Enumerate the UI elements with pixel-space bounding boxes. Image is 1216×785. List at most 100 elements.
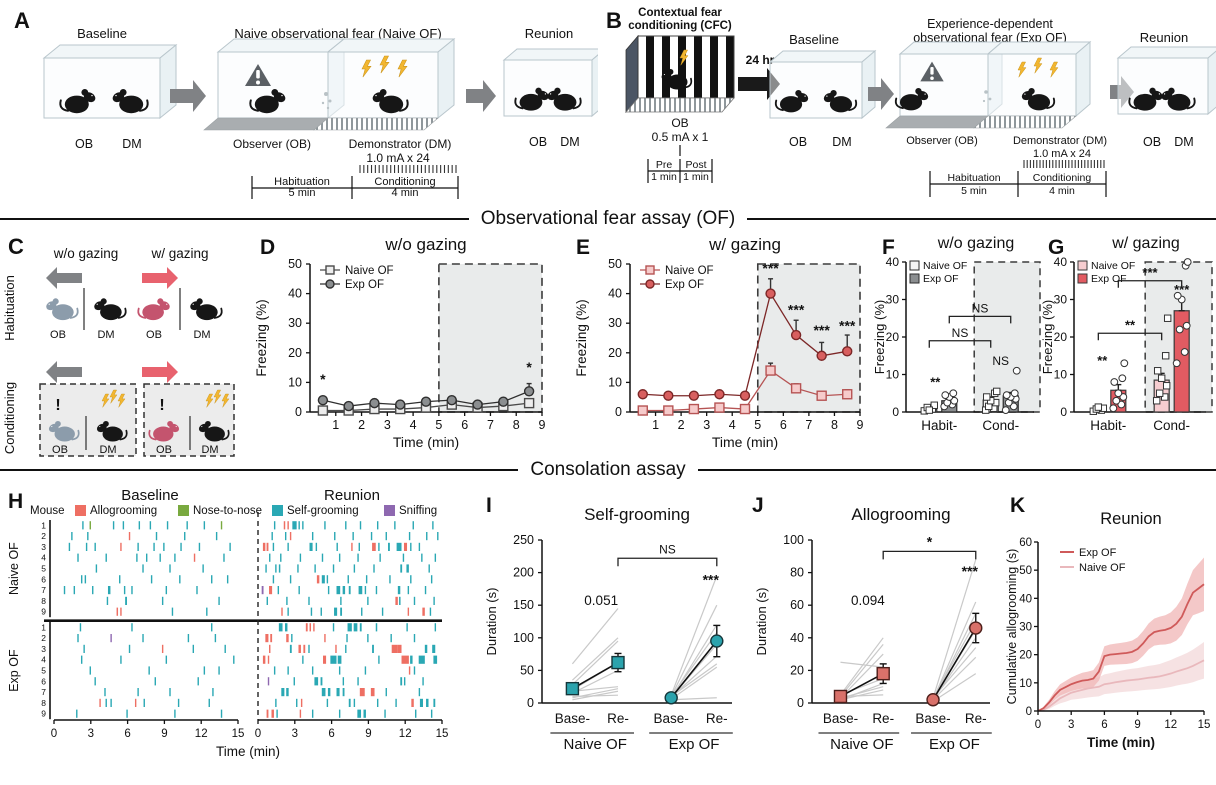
- stage-title: Reunion: [525, 26, 573, 41]
- consolation-header-rule-right: [697, 469, 1216, 471]
- sig-annotation: NS: [972, 301, 989, 315]
- sig-annotation: *: [927, 533, 933, 549]
- stage-title: Baseline: [77, 26, 127, 41]
- mouse-number: 8: [41, 698, 46, 708]
- x-tick: 4: [410, 418, 417, 432]
- timeline-value: 1 min: [683, 171, 709, 183]
- sig-annotation: ***: [813, 322, 830, 338]
- observer-label: Observer (OB): [233, 137, 311, 151]
- x-tick: 12: [1164, 719, 1177, 731]
- sig-annotation: *: [320, 371, 326, 387]
- group-label: Naive OF: [564, 736, 627, 753]
- timeline-header: Habituation: [274, 176, 330, 188]
- chart-title: Self-grooming: [584, 505, 690, 524]
- legend-label: Exp OF: [1079, 547, 1117, 559]
- cfc-title: conditioning (CFC): [628, 20, 732, 32]
- x-tick: 2: [678, 418, 685, 432]
- timeline-header: Pre: [656, 159, 673, 171]
- group-label: Habit-: [1090, 418, 1126, 433]
- warning-mark: !: [159, 397, 164, 414]
- panel-k-canvas: K Reunion 0 10 20 30 40 50 60 0 3 6 9 12 15 Time (min) C…: [1006, 494, 1210, 750]
- sig-annotation: **: [930, 375, 941, 390]
- x-axis-label: Time (min): [393, 434, 459, 450]
- lightning-bolt-icon: [109, 389, 118, 404]
- timeline-value: 4 min: [1049, 185, 1075, 197]
- cfc-shock-label: 0.5 mA x 1: [652, 130, 709, 144]
- stage-title: Baseline: [789, 32, 839, 47]
- y-tick: 60: [790, 598, 804, 612]
- mouse-icon: [59, 89, 96, 114]
- y-tick: 0: [1060, 405, 1067, 419]
- legend-label: Naive OF: [345, 265, 394, 277]
- y-tick: 10: [288, 375, 302, 389]
- x-tick: 8: [831, 418, 838, 432]
- sig-annotation: NS: [659, 542, 676, 556]
- mouse-number: 2: [41, 531, 46, 541]
- timeline-value: 5 min: [289, 187, 316, 199]
- x-axis-label: Time (min): [216, 744, 280, 759]
- mouse-icon: [112, 89, 149, 114]
- shock-label: 1.0 mA x 24: [366, 151, 430, 165]
- x-tick: 12: [195, 728, 208, 740]
- y-axis-label: Freezing (%): [872, 300, 887, 374]
- ob-label: OB: [75, 137, 93, 151]
- y-tick: 50: [288, 257, 302, 271]
- panel-j-canvas: J Allogrooming 0 20 40 60 80 100 Duration (s) 0.0…: [752, 494, 992, 753]
- y-tick: 100: [513, 631, 534, 645]
- x-tick: 3: [88, 728, 94, 740]
- shock-label: 1.0 mA x 24: [1033, 148, 1091, 160]
- mouse-icon: [661, 68, 693, 90]
- dm-label: DM: [97, 329, 114, 341]
- ob-label: OB: [50, 329, 66, 341]
- x-tick: 6: [780, 418, 787, 432]
- x-tick: 1: [652, 418, 659, 432]
- panel-letter: I: [486, 494, 492, 517]
- chart-title: w/ gazing: [1111, 235, 1180, 252]
- timeline-value: 1 min: [651, 171, 677, 183]
- sig-annotation: ***: [962, 563, 979, 579]
- warning-mark: !: [55, 397, 60, 414]
- mouse-icon: [94, 298, 127, 321]
- sig-annotation: ***: [839, 318, 856, 334]
- legend-label: Sniffing: [399, 505, 437, 517]
- of-header-rule-left: [0, 218, 469, 220]
- panel-letter: G: [1048, 236, 1064, 259]
- ob-label: OB: [156, 444, 172, 456]
- arrow-icon: [46, 267, 82, 289]
- y-axis-label: Duration (s): [754, 588, 769, 656]
- mouse-number: 4: [41, 553, 46, 563]
- legend-label: Exp OF: [345, 279, 384, 291]
- x-tick: 15: [436, 728, 449, 740]
- mouse-number: 5: [41, 666, 46, 676]
- y-tick: 20: [1019, 650, 1032, 662]
- sig-annotation: NS: [992, 354, 1009, 368]
- timeline-value: 5 min: [961, 185, 987, 197]
- panel-a-label: A: [14, 8, 30, 33]
- lightning-bolt-icon: [397, 59, 408, 78]
- panel-letter: F: [882, 236, 895, 259]
- arrow-icon: [466, 80, 496, 112]
- cfc-title: Contextual fear: [638, 7, 722, 19]
- legend-label: Exp OF: [923, 273, 959, 285]
- legend-label: Naive OF: [1091, 260, 1135, 272]
- mouse-number: 3: [41, 542, 46, 552]
- y-tick: 40: [1019, 593, 1032, 605]
- group-label: Naive OF: [7, 542, 21, 595]
- y-tick: 10: [1019, 678, 1032, 690]
- x-tick-label: Base-: [654, 711, 689, 726]
- of-header-rule-right: [747, 218, 1216, 220]
- y-tick: 250: [513, 533, 534, 547]
- dm-label: DM: [193, 329, 210, 341]
- mouse-number: 8: [41, 596, 46, 606]
- mouse-icon: [190, 298, 223, 321]
- mouse-icon: [514, 87, 549, 111]
- legend-swatch: [75, 505, 86, 516]
- sig-annotation: ***: [1142, 265, 1158, 280]
- x-tick: 9: [857, 418, 864, 432]
- group-label: Habit-: [921, 418, 957, 433]
